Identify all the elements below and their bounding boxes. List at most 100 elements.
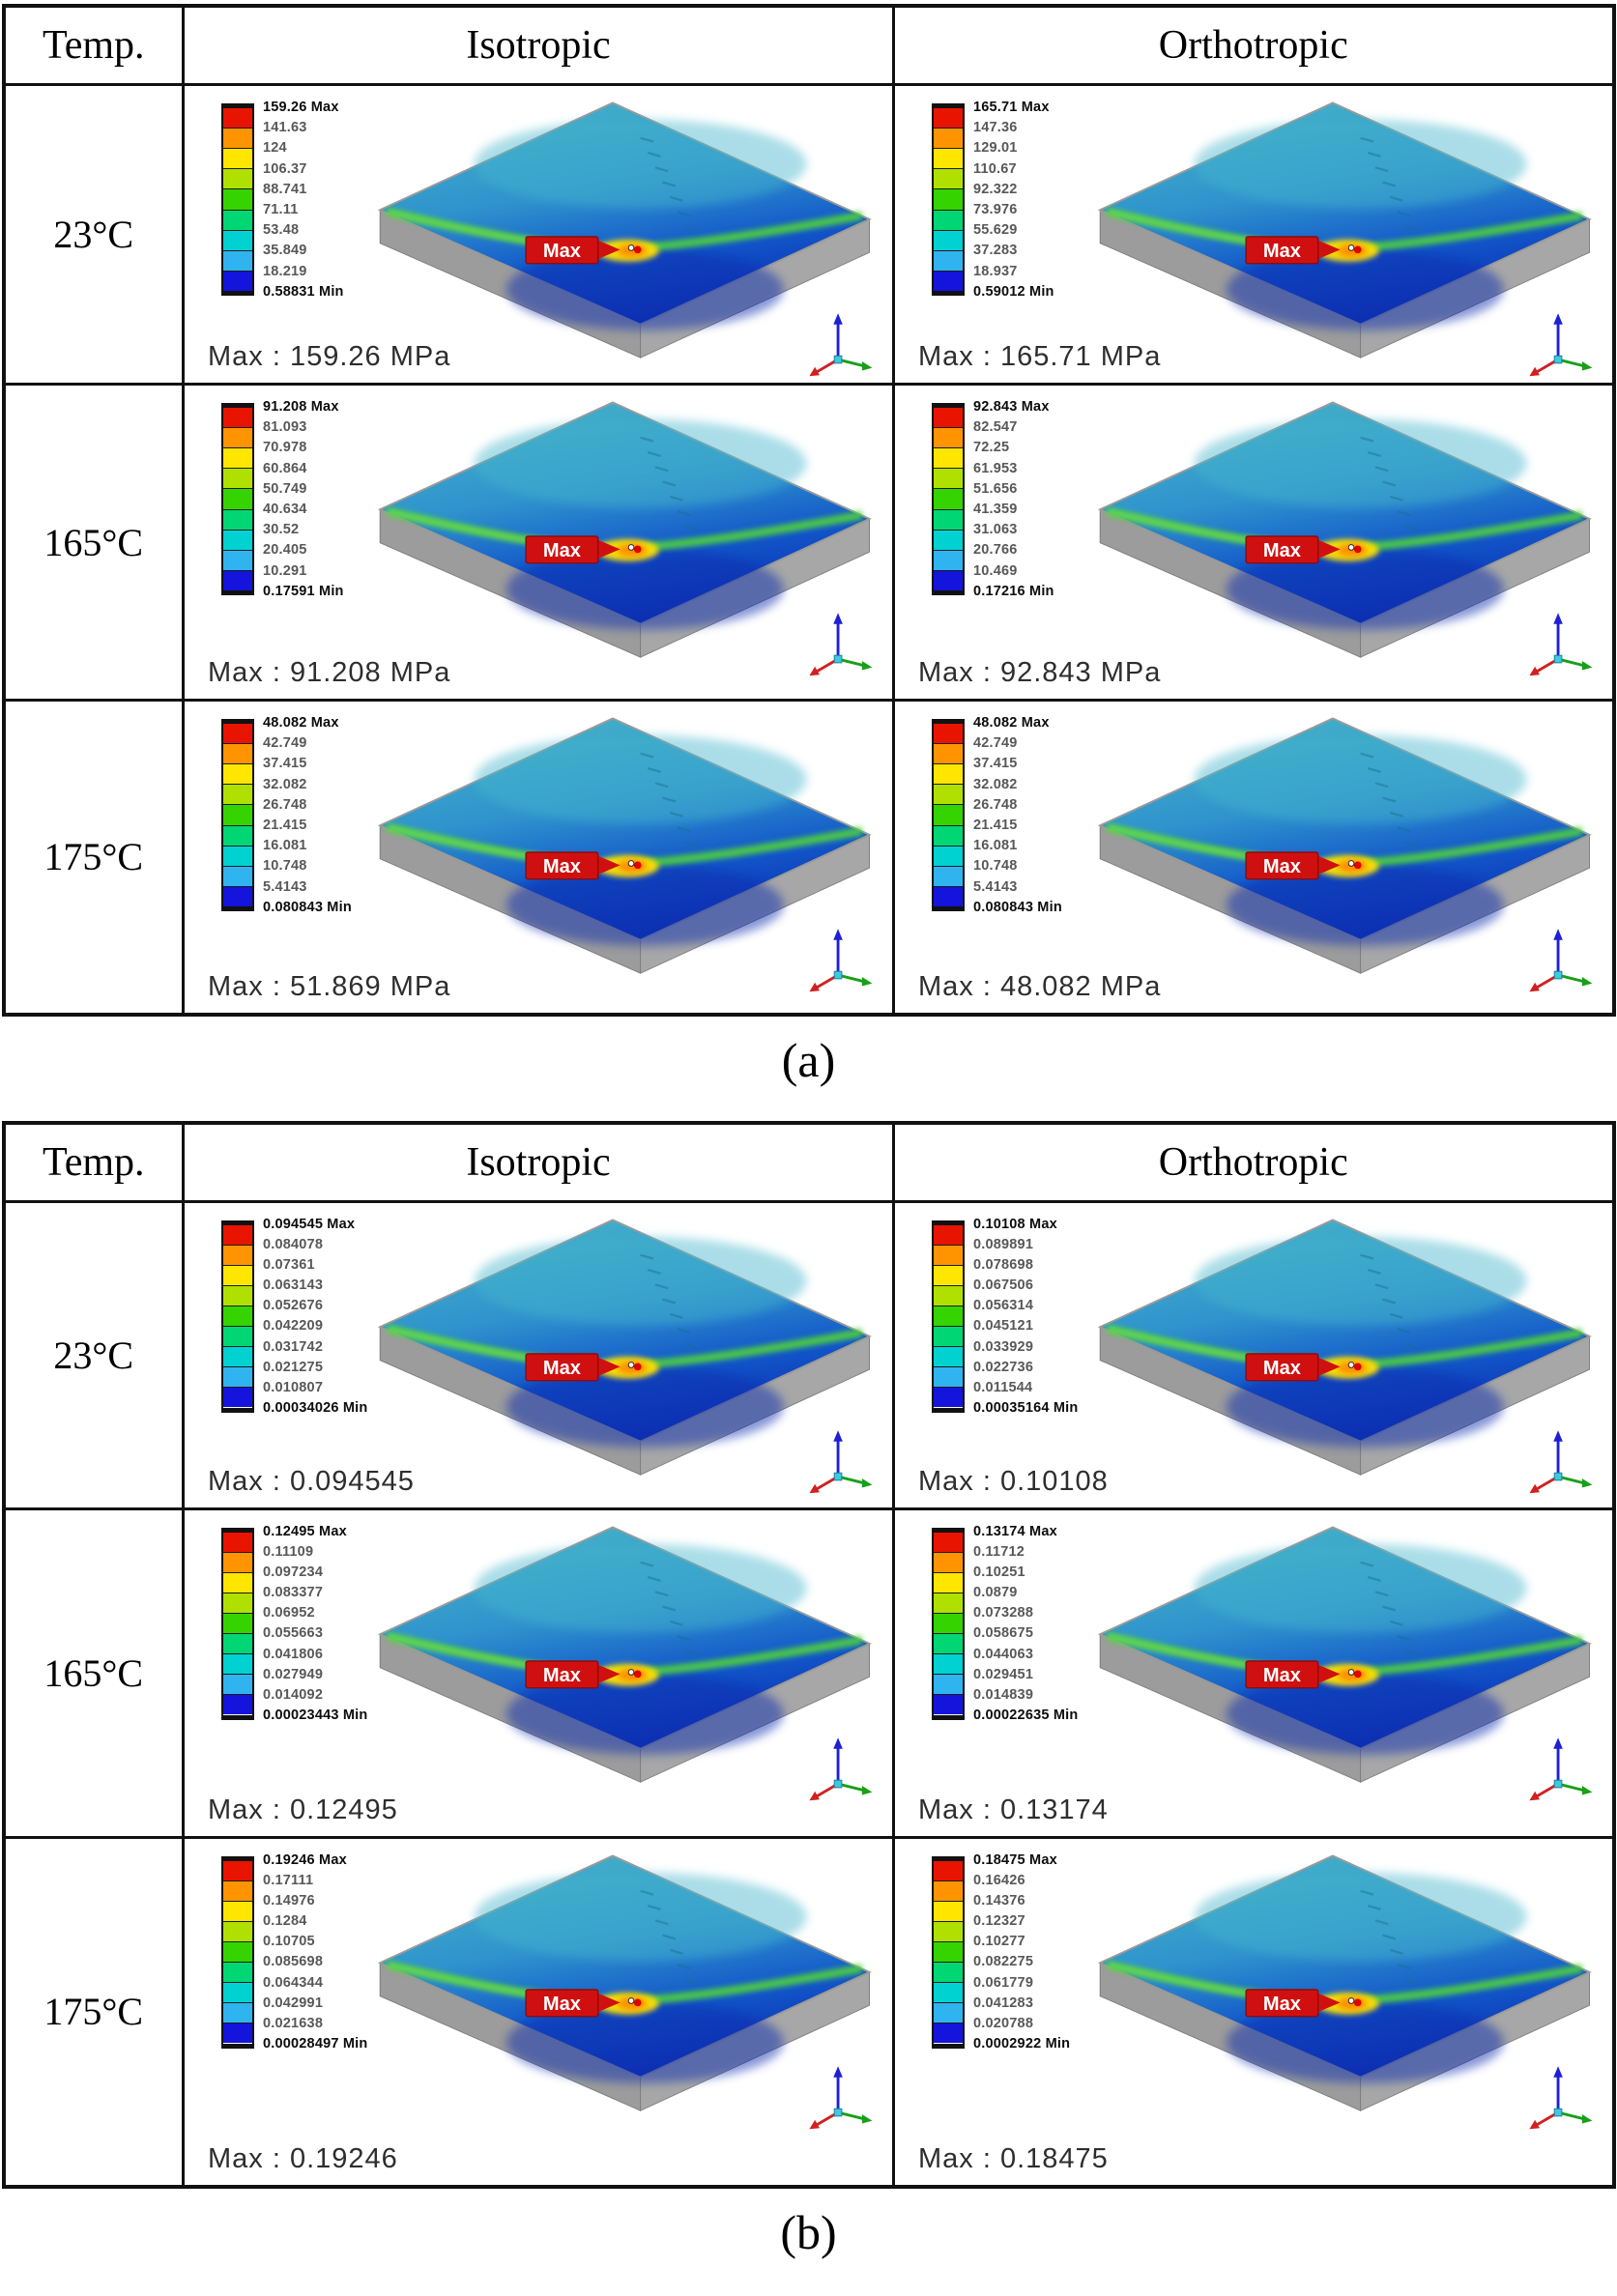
legend-tick-value: 0.14976 (263, 1892, 315, 1909)
legend-tick-value: 72.25 (973, 440, 1010, 456)
legend-colorbar (932, 1855, 965, 2049)
legend-tick-value: 0.12327 (973, 1913, 1025, 1930)
legend-tick-value: 41.359 (973, 501, 1018, 517)
max-tag: Max (1244, 236, 1341, 265)
legend-color-band (223, 1532, 252, 1553)
legend-tick-value: 147.36 (973, 120, 1018, 136)
legend-color-band (934, 724, 963, 745)
max-value-caption: Max : 159.26 MPa (208, 341, 451, 372)
mesh-dashes (640, 436, 699, 531)
max-hotspot (1315, 1356, 1379, 1379)
subfigure-label-b: (b) (780, 2205, 837, 2259)
legend-tick-value: 0.056314 (973, 1298, 1034, 1314)
contour-legend: 0.18475 Max 0.16426 0.14376 0.12327 0.10277 0… (932, 1852, 1070, 2055)
max-tag-label: Max (543, 856, 581, 877)
contour-legend: 159.26 Max 141.63 124 106.37 88.741 71.11 53.4… (221, 100, 344, 302)
contour-plot-cell: 0.12495 Max 0.11109 0.097234 0.083377 0.0695… (182, 1507, 895, 1839)
table-row: 23°C 159.26 Max 141.63 124 106.37 88.741 71.11… (2, 83, 1615, 386)
max-tag: Max (1244, 1352, 1341, 1381)
legend-tick-value: 0.17111 (263, 1872, 314, 1888)
contour-plot: Max (1097, 1218, 1592, 1493)
col-header-orthotropic: Orthotropic (892, 4, 1615, 86)
legend-max-value: 0.094545 Max (263, 1216, 356, 1232)
figure-a: Temp. Isotropic Orthotropic 23°C 159.26 M… (0, 4, 1617, 1088)
legend-tick-value: 88.741 (263, 181, 307, 197)
legend-colorbar (932, 403, 965, 595)
legend-color-band (223, 825, 252, 847)
contour-plot: Max (1097, 101, 1592, 377)
legend-tick-value: 0.055663 (263, 1625, 324, 1642)
legend-tick-value: 50.749 (263, 480, 307, 497)
max-tag-label: Max (543, 1665, 581, 1686)
legend-tick-value: 0.063143 (263, 1277, 324, 1294)
max-tag: Max (525, 1659, 621, 1688)
axis-triad-icon (1528, 2065, 1592, 2129)
contour-plot: Max (1097, 1525, 1592, 1800)
contour-legend: 0.13174 Max 0.11712 0.10251 0.0879 0.073288 0… (932, 1524, 1078, 1727)
legend-color-band (934, 785, 963, 806)
legend-color-band (934, 1963, 963, 1984)
legend-color-band (934, 448, 963, 470)
legend-color-band (934, 846, 963, 867)
contour-plot-cell: 48.082 Max 42.749 37.415 32.082 26.748 21.415… (892, 699, 1615, 1016)
legend-min-value: 0.080843 Min (263, 899, 352, 915)
legend-colorbar (221, 719, 254, 911)
legend-tick-labels: 0.12495 Max 0.11109 0.097234 0.083377 0.0695… (263, 1522, 367, 1727)
legend-color-band (223, 785, 252, 806)
max-hotspot (1315, 1992, 1379, 2015)
legend-color-band (934, 408, 963, 429)
legend-colorbar (221, 403, 254, 595)
legend-color-band (934, 509, 963, 531)
slab-top-face (377, 101, 872, 330)
legend-color-band (934, 1552, 963, 1573)
legend-color-band (223, 530, 252, 551)
legend-tick-value: 21.415 (973, 817, 1018, 833)
legend-tick-labels: 0.13174 Max 0.11712 0.10251 0.0879 0.073288 0… (973, 1522, 1078, 1727)
legend-min-value: 0.00023443 Min (263, 1708, 368, 1724)
legend-color-band (934, 825, 963, 847)
legend-tick-value: 40.634 (263, 501, 307, 517)
legend-max-value: 48.082 Max (263, 715, 339, 731)
contour-plot: Max (377, 1525, 873, 1800)
max-value-caption: Max : 51.869 MPa (208, 970, 451, 1002)
table-row: 165°C 91.208 Max 81.093 70.978 60.864 50.749 4… (2, 383, 1615, 702)
temperature-label: 23°C (2, 83, 185, 386)
legend-tick-value: 0.020788 (973, 2016, 1034, 2031)
legend-color-band (223, 1327, 252, 1348)
legend-color-band (223, 1224, 252, 1246)
legend-color-band (934, 1921, 963, 1942)
legend-color-band (223, 866, 252, 887)
max-hotspot (595, 1663, 659, 1686)
legend-tick-value: 0.16426 (973, 1872, 1025, 1888)
legend-color-band (934, 1983, 963, 2004)
max-value-caption: Max : 92.843 MPa (918, 657, 1162, 688)
legend-min-value: 0.080843 Min (973, 899, 1062, 915)
col-header-temp: Temp. (2, 4, 185, 86)
mesh-dashes (1359, 1253, 1418, 1348)
legend-color-band (934, 886, 963, 906)
contour-legend: 0.19246 Max 0.17111 0.14976 0.1284 0.10705 0.… (221, 1852, 367, 2055)
legend-colorbar (932, 103, 965, 296)
legend-color-band (934, 1306, 963, 1328)
contour-plot: Max (1097, 1853, 1592, 2129)
max-hotspot (1315, 1663, 1379, 1686)
legend-tick-value: 18.219 (263, 263, 307, 279)
legend-tick-labels: 92.843 Max 82.547 72.25 61.953 51.656 41.359 3… (973, 397, 1054, 602)
contour-plot-cell: 159.26 Max 141.63 124 106.37 88.741 71.11 53.4… (182, 83, 895, 386)
max-hotspot (1315, 854, 1379, 877)
legend-tick-labels: 165.71 Max 147.36 129.01 110.67 92.322 73.976… (973, 98, 1054, 302)
legend-tick-value: 141.63 (263, 120, 307, 136)
legend-color-band (223, 509, 252, 531)
legend-color-band (223, 846, 252, 867)
legend-color-band (934, 169, 963, 190)
legend-color-band (934, 1367, 963, 1389)
slab-top-face (1097, 101, 1592, 330)
legend-tick-value: 42.749 (263, 735, 307, 752)
max-hotspot (595, 239, 659, 262)
legend-tick-value: 16.081 (973, 838, 1018, 854)
legend-max-value: 0.13174 Max (973, 1523, 1057, 1539)
max-hotspot (595, 1356, 659, 1379)
axis-triad-icon (1528, 613, 1592, 676)
legend-tick-value: 10.748 (973, 858, 1018, 875)
max-value-caption: Max : 0.19246 (208, 2143, 398, 2174)
